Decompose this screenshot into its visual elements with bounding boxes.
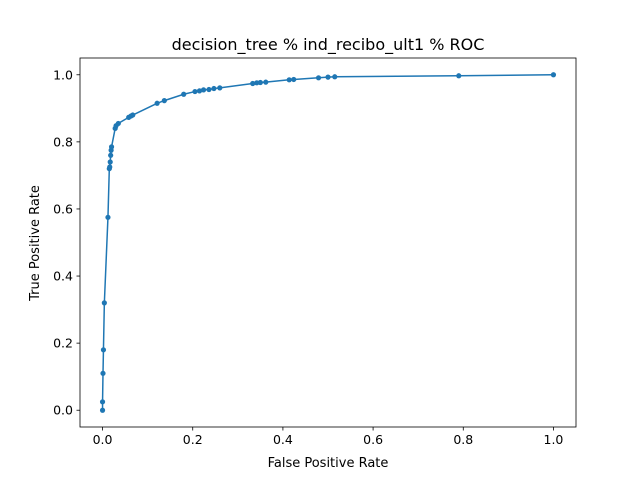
roc-point bbox=[206, 86, 212, 93]
roc-point bbox=[100, 347, 107, 353]
x-tick-label: 0.8 bbox=[453, 432, 473, 447]
plot-area: 0.0 0.2 0.4 0.6 0.8 1.0 0.0 0.2 0.4 0.6 0.8 1.0 bbox=[53, 57, 577, 447]
roc-point bbox=[105, 214, 111, 220]
roc-point bbox=[263, 79, 269, 85]
roc-point bbox=[456, 73, 462, 79]
roc-point bbox=[130, 112, 136, 118]
axes-frame bbox=[79, 57, 577, 428]
roc-point bbox=[99, 407, 106, 413]
roc-point bbox=[107, 164, 113, 170]
roc-point bbox=[101, 300, 107, 306]
roc-point bbox=[325, 74, 331, 80]
x-tick-label: 1.0 bbox=[544, 432, 564, 447]
x-axis-label: False Positive Rate bbox=[268, 456, 389, 471]
y-tick-label: 1.0 bbox=[53, 67, 73, 82]
roc-point bbox=[217, 85, 223, 91]
roc-point bbox=[332, 74, 338, 80]
roc-point bbox=[108, 144, 115, 150]
roc-point bbox=[192, 88, 198, 95]
roc-point bbox=[286, 77, 292, 83]
roc-point bbox=[161, 98, 167, 104]
roc-point bbox=[257, 79, 263, 86]
roc-point bbox=[154, 100, 160, 106]
roc-point bbox=[211, 85, 217, 92]
roc-point bbox=[550, 72, 557, 78]
roc-point bbox=[315, 75, 322, 81]
y-tick-label: 0.8 bbox=[53, 134, 73, 149]
y-tick-label: 0.4 bbox=[53, 269, 73, 284]
y-tick-label: 0.0 bbox=[53, 403, 73, 418]
y-tick-label: 0.2 bbox=[53, 336, 73, 351]
chart-title: decision_tree % ind_recibo_ult1 % ROC bbox=[172, 35, 485, 55]
roc-point bbox=[108, 152, 114, 158]
y-axis-label: True Positive Rate bbox=[28, 185, 43, 302]
roc-point bbox=[100, 370, 106, 376]
roc-point bbox=[107, 159, 113, 165]
x-tick-label: 0.6 bbox=[363, 432, 383, 447]
roc-point bbox=[250, 80, 256, 87]
roc-point bbox=[99, 399, 106, 405]
x-tick-label: 0.4 bbox=[273, 432, 293, 447]
roc-point bbox=[196, 88, 203, 94]
roc-point bbox=[200, 87, 207, 93]
roc-point bbox=[115, 120, 121, 127]
x-tick-label: 0.0 bbox=[93, 432, 113, 447]
roc-point bbox=[291, 76, 297, 83]
x-tick-label: 0.2 bbox=[183, 432, 203, 447]
roc-point bbox=[181, 91, 187, 97]
y-tick-label: 0.6 bbox=[53, 201, 73, 216]
